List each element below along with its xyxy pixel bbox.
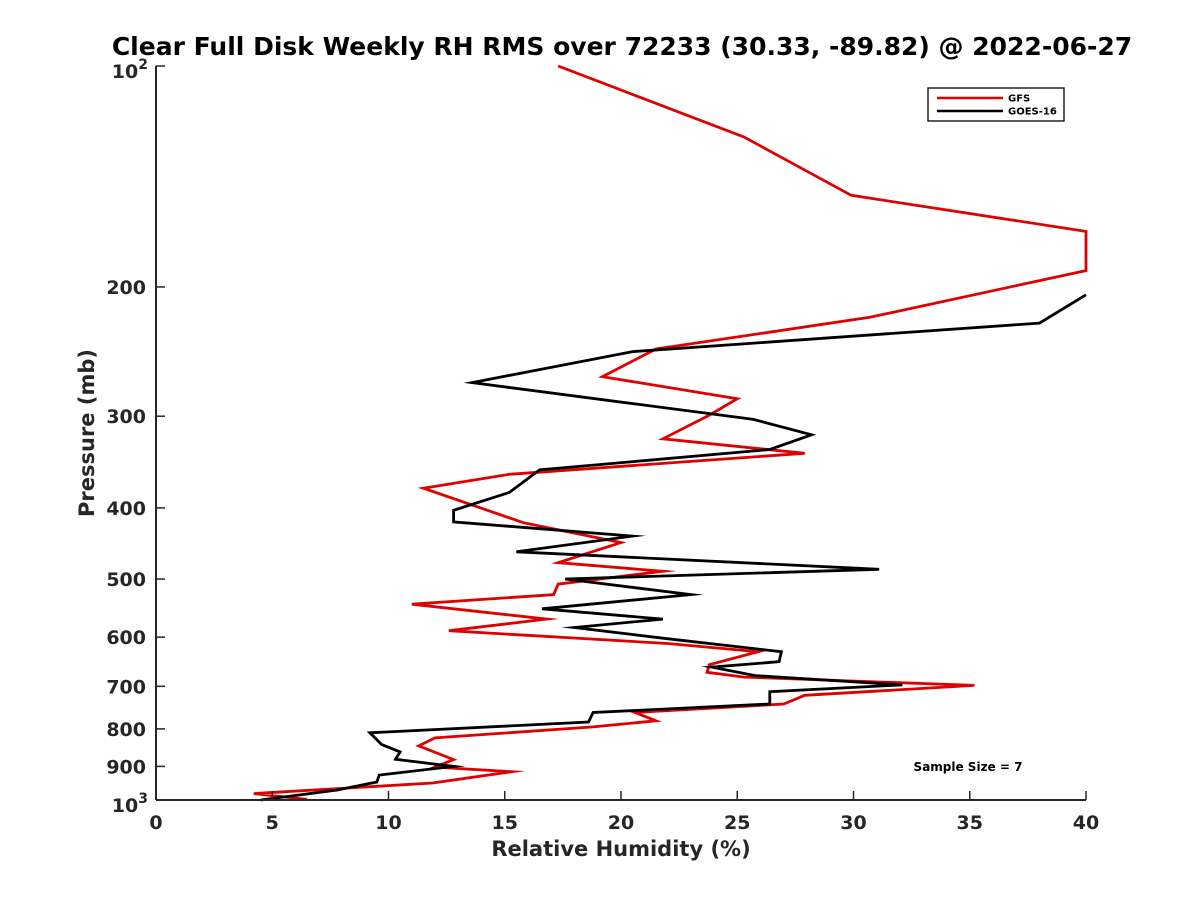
legend-box [927,87,1065,122]
y-tick-label: 400 [106,498,146,520]
x-tick-label: 40 [1073,812,1099,834]
y-tick-label: 900 [106,756,146,778]
x-tick-label: 25 [724,812,750,834]
series-layer [253,64,1088,802]
sample-size-annotation: Sample Size = 7 [914,760,1023,774]
x-tick-label: 10 [375,812,401,834]
x-tick-label: 15 [492,812,518,834]
y-tick-label: 200 [106,277,146,299]
x-tick-label: 20 [608,812,634,834]
chart-title: Clear Full Disk Weekly RH RMS over 72233… [112,32,1132,61]
y-tick-label: 600 [106,627,146,649]
y-tick-label: 800 [106,719,146,741]
y-axis-label: Pressure (mb) [75,349,99,517]
y-tick-label: 500 [106,569,146,591]
legend: GFS GOES-16 [927,87,1065,122]
x-tick-label: 30 [840,812,866,834]
x-axis-label: Relative Humidity (%) [491,837,750,861]
legend-label-goes16: GOES-16 [1008,107,1057,118]
y-tick-label: 700 [106,676,146,698]
x-tick-label: 0 [149,812,162,834]
y-tick-label: 102 [112,57,148,83]
x-ticks: 0 5 10 15 20 25 30 35 40 [149,791,1099,834]
series-line-gfs [253,64,1088,801]
series-line-goes16 [260,293,1087,802]
x-tick-label: 35 [957,812,983,834]
legend-label-gfs: GFS [1008,94,1030,105]
y-tick-label: 300 [106,406,146,428]
y-ticks: 102 200 300 400 500 600 700 800 900 103 [106,57,165,817]
x-tick-label: 5 [266,812,279,834]
y-tick-label: 103 [112,791,148,817]
